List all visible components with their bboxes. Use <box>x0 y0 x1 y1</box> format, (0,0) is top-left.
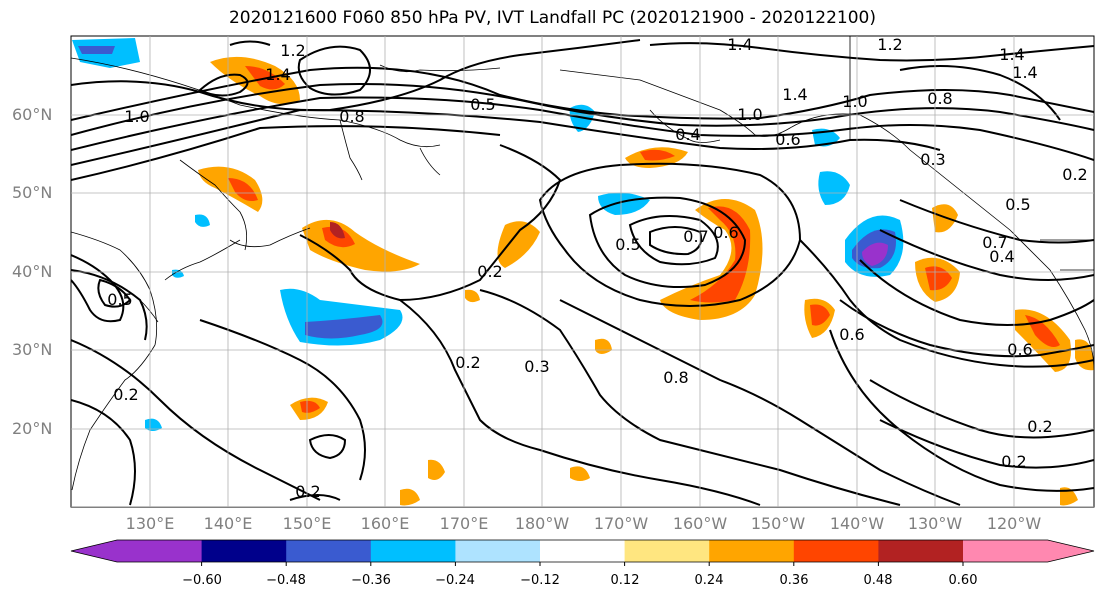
lon-label: 130°E <box>125 514 175 533</box>
contour-label: 0.6 <box>839 325 864 344</box>
lon-label: 160°W <box>672 514 728 533</box>
lon-label: 170°W <box>593 514 649 533</box>
lon-label: 140°E <box>203 514 253 533</box>
contour-label: 0.3 <box>524 357 549 376</box>
contour-label: 0.5 <box>615 235 640 254</box>
lon-label: 130°W <box>907 514 963 533</box>
colorbar-segment <box>370 540 456 562</box>
lon-label: 170°E <box>439 514 489 533</box>
map-title: 2020121600 F060 850 hPa PV, IVT Landfall… <box>228 8 876 28</box>
colorbar-outline <box>70 539 1095 563</box>
colorbar-extend-high <box>1047 540 1094 562</box>
contour-lines <box>71 39 1094 506</box>
colorbar-tick-label: 0.24 <box>694 573 724 588</box>
contour-label: 0.6 <box>775 130 800 149</box>
contour-label: 0.6 <box>713 223 738 242</box>
contour-label: 1.2 <box>877 35 902 54</box>
lon-label: 120°W <box>986 514 1042 533</box>
colorbar-tick-label: −0.60 <box>182 573 222 588</box>
contour-label: 1.0 <box>737 105 762 124</box>
colorbar-tick-label: −0.12 <box>520 573 560 588</box>
colorbar-segment <box>455 540 541 562</box>
contour-label: 0.8 <box>339 107 364 126</box>
colorbar-segment <box>117 540 203 562</box>
colorbar-extend-low <box>71 540 117 562</box>
contour-label: 0.5 <box>107 290 132 309</box>
contour-label: 0.2 <box>295 482 320 501</box>
colorbar-tick-label: −0.24 <box>435 573 475 588</box>
contour-label: 0.5 <box>1005 195 1030 214</box>
contour-label: 1.4 <box>1012 63 1037 82</box>
contour-label: 0.4 <box>675 125 700 144</box>
colorbar-tick-label: 0.48 <box>863 573 893 588</box>
lat-label: 20°N <box>12 419 53 438</box>
lon-label: 160°E <box>360 514 410 533</box>
contour-label: 0.8 <box>927 89 952 108</box>
colorbar-tick-label: 0.60 <box>948 573 978 588</box>
contour-labels: 1.2 1.41.41.21.4 1.41.00.81.01.41.00.80.50… <box>107 35 1087 501</box>
contour-label: 0.2 <box>477 262 502 281</box>
lon-label: 150°E <box>282 514 332 533</box>
contour-label: 1.4 <box>782 85 807 104</box>
contour-label: 0.2 <box>1062 165 1087 184</box>
lat-label: 50°N <box>12 183 53 202</box>
colorbar-tick-label: 0.36 <box>779 573 809 588</box>
colorbar-segment <box>878 540 964 562</box>
contour-label: 0.7 <box>982 233 1007 252</box>
contour-label: 1.2 <box>280 41 305 60</box>
lat-label: 60°N <box>12 105 53 124</box>
contour-label: 1.4 <box>999 45 1024 64</box>
colorbar-segment <box>540 540 626 562</box>
lat-lon-grid <box>71 36 1094 507</box>
contour-label: 0.8 <box>663 368 688 387</box>
contour-label: 1.0 <box>842 92 867 111</box>
lat-label: 30°N <box>12 340 53 359</box>
contour-label: 0.2 <box>1001 452 1026 471</box>
colorbar-segment <box>963 540 1049 562</box>
lon-label: 140°W <box>829 514 885 533</box>
colorbar-tick-label: −0.36 <box>351 573 391 588</box>
lon-label: 150°W <box>750 514 806 533</box>
colorbar-segment <box>709 540 795 562</box>
contour-label: 0.2 <box>113 385 138 404</box>
colorbar <box>70 539 1095 566</box>
contour-label: 0.6 <box>1007 340 1032 359</box>
contour-label: 0.4 <box>989 247 1014 266</box>
contour-label: 0.2 <box>455 353 480 372</box>
colorbar-tick-label: −0.48 <box>266 573 306 588</box>
contour-label: 0.2 <box>1027 417 1052 436</box>
contour-label: 1.4 <box>727 35 752 54</box>
contour-label: 0.5 <box>470 95 495 114</box>
colorbar-tick-label: 0.12 <box>610 573 640 588</box>
colorbar-segment <box>286 540 372 562</box>
contour-label: 0.3 <box>920 150 945 169</box>
contour-label: 1.4 <box>265 65 290 84</box>
pv-shading <box>72 38 1094 506</box>
contour-label: 1.0 <box>124 107 149 126</box>
contour-label: 0.7 <box>683 227 708 246</box>
colorbar-segment <box>624 540 710 562</box>
lat-label: 40°N <box>12 262 53 281</box>
colorbar-segment <box>793 540 879 562</box>
lon-label: 180°W <box>514 514 570 533</box>
colorbar-segment <box>201 540 287 562</box>
